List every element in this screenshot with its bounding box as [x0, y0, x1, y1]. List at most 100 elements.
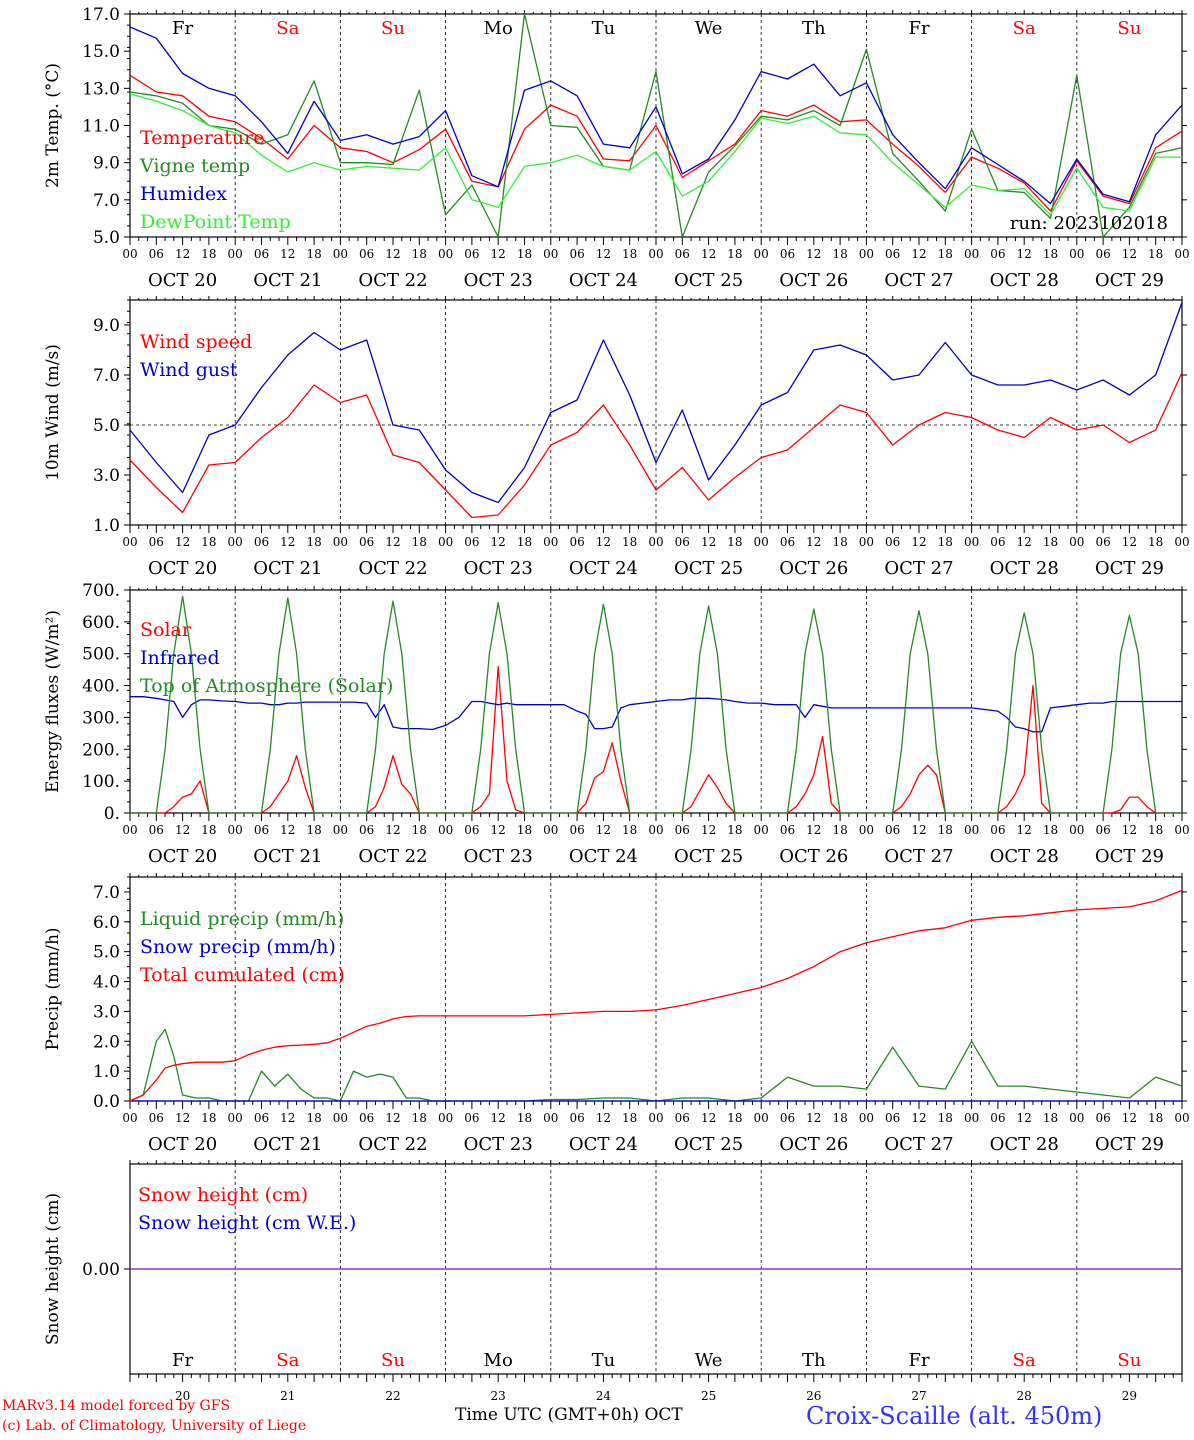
temp-x-hour-label: 06 [149, 247, 164, 261]
temp-x-date-label: OCT 22 [358, 270, 427, 291]
temp-legend-entry: Vigne temp [139, 155, 250, 177]
wind-x-hour-label: 12 [1122, 535, 1137, 549]
snow-legend-entry: Snow height (cm W.E.) [138, 1212, 356, 1234]
temp-x-hour-label: 06 [885, 247, 900, 261]
energy-x-hour-label: 06 [254, 823, 269, 837]
temp-x-hour-label: 00 [333, 247, 348, 261]
temp-x-hour-label: 06 [1095, 247, 1110, 261]
wind-y-tick-label: 7.0 [93, 366, 120, 386]
precip-x-hour-label: 12 [1122, 1111, 1137, 1125]
precip-x-date-label: OCT 25 [674, 1134, 743, 1155]
temp-x-hour-label: 12 [1122, 247, 1137, 261]
energy-x-hour-label: 12 [701, 823, 716, 837]
snow-day-name: We [695, 1350, 723, 1371]
energy-x-hour-label: 00 [543, 823, 558, 837]
temp-x-date-label: OCT 25 [674, 270, 743, 291]
energy-y-tick-label: 500. [82, 645, 120, 665]
precip-x-hour-label: 18 [622, 1111, 637, 1125]
snow-day-name: Su [381, 1350, 405, 1371]
wind-x-hour-label: 12 [1017, 535, 1032, 549]
precip-x-hour-label: 06 [569, 1111, 584, 1125]
wind-x-hour-label: 18 [306, 535, 321, 549]
precip-x-hour-label: 18 [1148, 1111, 1163, 1125]
energy-x-hour-label: 06 [149, 823, 164, 837]
precip-y-axis-title: Precip (mm/h) [43, 927, 63, 1050]
temp-day-name: Fr [172, 18, 193, 39]
snow-x-day-label: 21 [280, 1389, 295, 1403]
temp-x-hour-label: 06 [359, 247, 374, 261]
temp-x-hour-label: 00 [228, 247, 243, 261]
temp-y-tick-label: 7.0 [93, 191, 120, 211]
temp-x-hour-label: 00 [122, 247, 137, 261]
precip-x-hour-label: 12 [175, 1111, 190, 1125]
precip-x-hour-label: 00 [859, 1111, 874, 1125]
wind-x-hour-label: 00 [1069, 535, 1084, 549]
temp-series-vigne-temp [129, 13, 1183, 238]
snow-x-day-label: 23 [491, 1389, 506, 1403]
wind-x-date-label: OCT 29 [1095, 558, 1164, 579]
wind-y-axis-title: 10m Wind (m/s) [43, 344, 63, 481]
energy-x-hour-label: 12 [1122, 823, 1137, 837]
energy-legend-entry: Solar [140, 619, 192, 641]
energy-x-hour-label: 12 [175, 823, 190, 837]
snow-y-tick-label: 0.00 [82, 1260, 120, 1280]
temp-day-name: Sa [1013, 18, 1036, 39]
energy-x-hour-label: 12 [280, 823, 295, 837]
precip-legend-entry: Total cumulated (cm) [140, 964, 345, 986]
wind-x-hour-label: 18 [622, 535, 637, 549]
snow-x-day-label: 20 [175, 1389, 190, 1403]
precip-x-hour-label: 18 [306, 1111, 321, 1125]
temp-x-hour-label: 18 [622, 247, 637, 261]
precip-x-hour-label: 18 [938, 1111, 953, 1125]
energy-x-hour-label: 12 [596, 823, 611, 837]
energy-x-hour-label: 06 [990, 823, 1005, 837]
energy-x-hour-label: 00 [1174, 823, 1189, 837]
wind-x-hour-label: 18 [412, 535, 427, 549]
temp-series-dewpoint-temp [129, 93, 1182, 216]
precip-x-date-label: OCT 22 [358, 1134, 427, 1155]
precip-x-hour-label: 06 [254, 1111, 269, 1125]
wind-x-date-label: OCT 23 [464, 558, 533, 579]
precip-y-tick-label: 0.0 [93, 1092, 120, 1112]
temp-day-name: Tu [592, 18, 616, 39]
wind-legend-entry: Wind speed [140, 331, 252, 353]
precip-legend-entry: Snow precip (mm/h) [140, 936, 336, 958]
wind-x-hour-label: 12 [701, 535, 716, 549]
wind-x-hour-label: 12 [175, 535, 190, 549]
wind-x-hour-label: 18 [201, 535, 216, 549]
energy-y-tick-label: 400. [82, 677, 120, 697]
wind-x-hour-label: 06 [780, 535, 795, 549]
panel-temp: 5.0 7.0 9.0 11.0 13.0 15.0 17.0 2m Temp. (°C) 00… [43, 5, 1190, 291]
wind-series-wind-speed [129, 372, 1183, 519]
energy-x-date-label: OCT 21 [253, 846, 322, 867]
precip-x-hour-label: 18 [727, 1111, 742, 1125]
wind-x-hour-label: 12 [280, 535, 295, 549]
temp-x-hour-label: 00 [964, 247, 979, 261]
wind-x-date-label: OCT 24 [569, 558, 638, 579]
precip-legend-entry: Liquid precip (mm/h) [140, 908, 344, 930]
wind-x-date-label: OCT 20 [148, 558, 217, 579]
temp-y-tick-label: 9.0 [93, 154, 120, 174]
precip-x-hour-label: 00 [1174, 1111, 1189, 1125]
wind-x-hour-label: 06 [359, 535, 374, 549]
temp-x-hour-label: 18 [517, 247, 532, 261]
precip-x-hour-label: 12 [911, 1111, 926, 1125]
precip-x-hour-label: 18 [1043, 1111, 1058, 1125]
precip-x-hour-label: 00 [964, 1111, 979, 1125]
temp-x-hour-label: 06 [254, 247, 269, 261]
temp-series-humidex [129, 26, 1183, 205]
wind-frame [129, 299, 1183, 526]
snow-x-day-label: 29 [1122, 1389, 1137, 1403]
snow-legend-entry: Snow height (cm) [138, 1184, 308, 1206]
temp-x-hour-label: 12 [175, 247, 190, 261]
snow-day-name: Fr [908, 1350, 929, 1371]
wind-x-hour-label: 06 [885, 535, 900, 549]
energy-x-hour-label: 18 [727, 823, 742, 837]
temp-y-tick-label: 11.0 [82, 117, 120, 137]
snow-x-day-label: 26 [806, 1389, 821, 1403]
wind-x-hour-label: 18 [1043, 535, 1058, 549]
precip-x-hour-label: 00 [122, 1111, 137, 1125]
wind-x-hour-label: 00 [122, 535, 137, 549]
wind-series-wind-gust [129, 302, 1183, 504]
